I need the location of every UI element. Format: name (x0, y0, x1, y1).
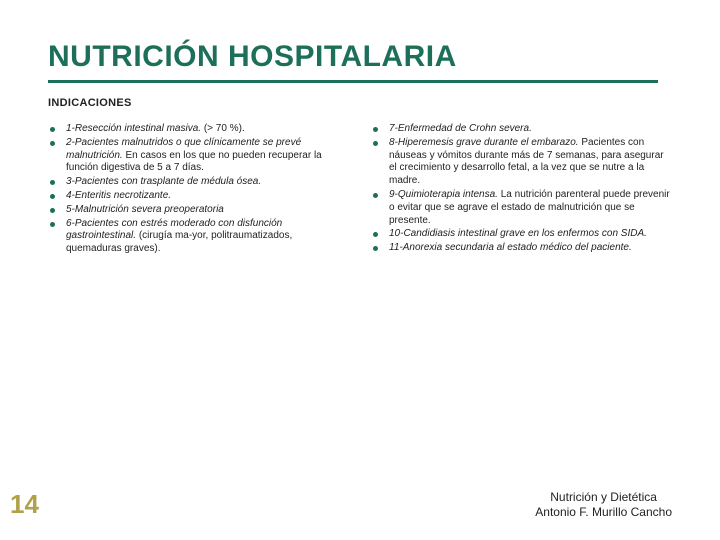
left-column: 1-Resección intestinal masiva. (> 70 %).… (48, 123, 349, 257)
list-item: 2-Pacientes malnutridos o que clínicamen… (48, 137, 349, 175)
list-item-lead: 9-Quimioterapia intensa. (389, 189, 498, 200)
right-column: 7-Enfermedad de Crohn severa. 8-Hiperemes… (371, 123, 672, 257)
page-title: NUTRICIÓN HOSPITALARIA (48, 40, 672, 74)
list-item: 1-Resección intestinal masiva. (> 70 %). (48, 123, 349, 136)
list-item: 11-Anorexia secundaria al estado médico … (371, 242, 672, 255)
list-item-lead: 7-Enfermedad de Crohn severa. (389, 123, 532, 134)
list-item-lead: 11-Anorexia secundaria al estado médico … (389, 242, 632, 253)
subtitle: INDICACIONES (48, 97, 672, 109)
page-number: 14 (10, 489, 39, 520)
list-item: 8-Hiperemesis grave durante el embarazo.… (371, 137, 672, 188)
list-item: 9-Quimioterapia intensa. La nutrición pa… (371, 189, 672, 227)
title-rule (48, 80, 658, 83)
list-item-lead: 5-Malnutrición severa preoperatoria (66, 204, 224, 215)
slide: NUTRICIÓN HOSPITALARIA INDICACIONES 1-Re… (0, 0, 720, 540)
list-item-lead: 1-Resección intestinal masiva. (66, 123, 201, 134)
list-item: 5-Malnutrición severa preoperatoria (48, 204, 349, 217)
list-item-lead: 10-Candidiasis intestinal grave en los e… (389, 228, 647, 239)
list-item-lead: 3-Pacientes con trasplante de médula óse… (66, 176, 261, 187)
list-item-lead: 8-Hiperemesis grave durante el embarazo. (389, 137, 579, 148)
list-item-lead: 4-Enteritis necrotizante. (66, 190, 171, 201)
left-list: 1-Resección intestinal masiva. (> 70 %).… (48, 123, 349, 256)
footer: Nutrición y Dietética Antonio F. Murillo… (535, 490, 672, 520)
footer-line1: Nutrición y Dietética (535, 490, 672, 505)
list-item-rest: (> 70 %). (201, 123, 245, 134)
list-item: 6-Pacientes con estrés moderado con disf… (48, 218, 349, 256)
list-item: 10-Candidiasis intestinal grave en los e… (371, 228, 672, 241)
right-list: 7-Enfermedad de Crohn severa. 8-Hiperemes… (371, 123, 672, 255)
content-columns: 1-Resección intestinal masiva. (> 70 %).… (48, 123, 672, 257)
list-item: 4-Enteritis necrotizante. (48, 190, 349, 203)
list-item: 7-Enfermedad de Crohn severa. (371, 123, 672, 136)
footer-line2: Antonio F. Murillo Cancho (535, 505, 672, 520)
list-item: 3-Pacientes con trasplante de médula óse… (48, 176, 349, 189)
